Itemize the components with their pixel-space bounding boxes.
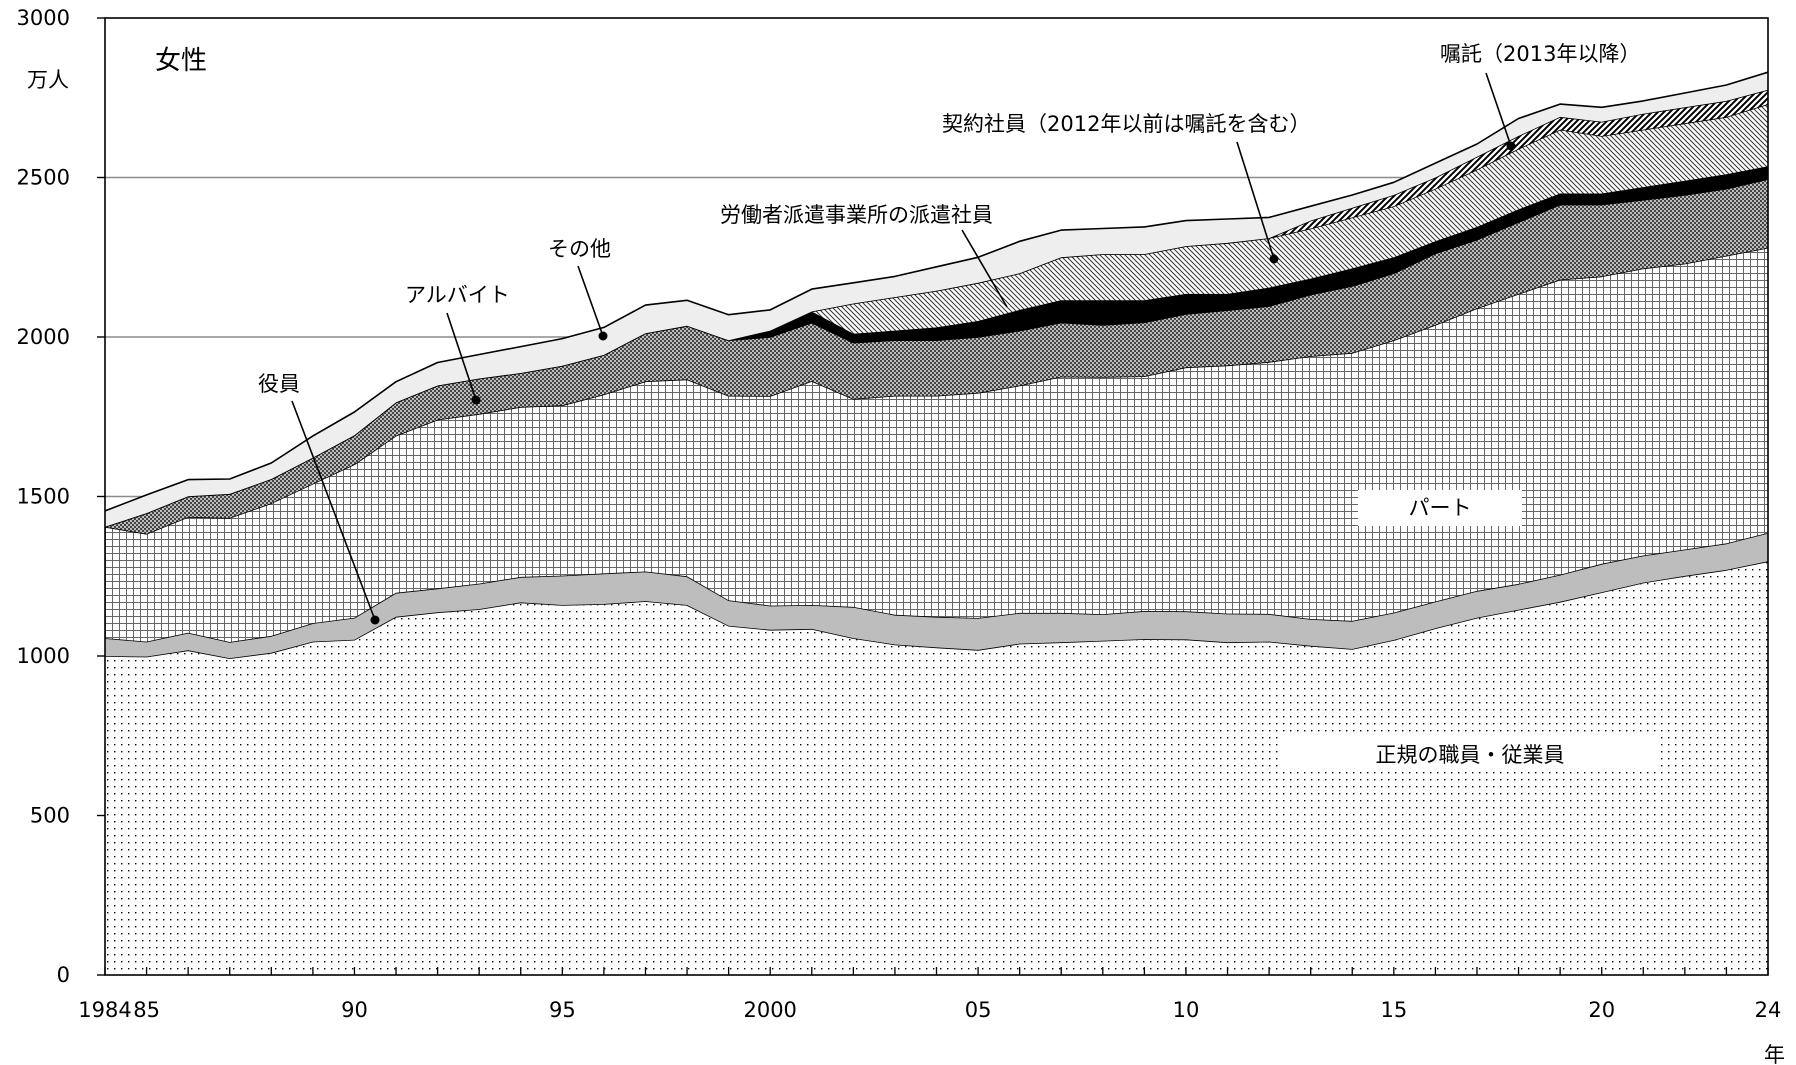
y-tick-label: 0 [57,963,70,987]
area-boundary-7 [104,71,1769,512]
label-yaku: 役員 [258,372,300,396]
part-label-box [1358,490,1522,526]
leader-keiyaku [1236,141,1275,260]
area-series-2 [105,247,1768,642]
area-layers [104,71,1769,975]
leader-haken [961,229,1008,308]
x-tick-label: 2000 [743,998,796,1022]
x-tick-label: 15 [1380,998,1407,1022]
x-tick-label: 1984 [78,998,131,1022]
marker-yaku [370,615,380,625]
label-shokutaku: 嘱託（2013年以降） [1440,42,1640,66]
leader-shokutaku [1485,72,1512,147]
x-tick-label: 24 [1755,998,1782,1022]
area-series-1 [105,532,1768,659]
marker-arubaito [471,395,481,405]
label-sonota: その他 [548,237,611,261]
leader-yaku [291,400,376,621]
label-seiki: 正規の職員・従業員 [1376,743,1565,767]
x-tick-label: 20 [1588,998,1615,1022]
marker-shokutaku [1506,141,1516,151]
label-keiyaku: 契約社員（2012年以前は嘱託を含む） [942,112,1310,136]
y-axis-unit: 万人 [27,68,69,92]
label-part: パート [1409,496,1472,520]
y-tick-label: 1500 [17,485,70,509]
y-tick-label: 1000 [17,644,70,668]
seiki-label-box [1282,736,1658,772]
y-tick-label: 500 [30,804,70,828]
marker-keiyaku [1269,254,1279,264]
area-series-0 [105,561,1768,975]
area-series-7 [105,72,1768,527]
leader-sonota [577,265,604,337]
x-axis-unit: 年 [1764,1043,1785,1065]
y-tick-label: 2500 [17,166,70,190]
x-tick-label: 05 [965,998,992,1022]
x-tick-label: 90 [341,998,368,1022]
label-arubaito: アルバイト [405,283,510,307]
leader-arubaito [446,312,477,401]
area-series-5 [105,104,1768,527]
area-series-3 [105,179,1768,534]
x-tick-label: 10 [1173,998,1200,1022]
area-series-6 [105,89,1768,527]
y-tick-label: 3000 [17,6,70,30]
marker-sonota [598,331,608,341]
area-series-4 [105,166,1768,527]
axes: 0 500 1000 1500 2000 2500 3000 1984 85 90 95 2000 05… [17,6,1782,1022]
x-tick-label: 95 [549,998,576,1022]
annotations: パート 正規の職員・従業員 役員 アルバイト その他 労働者派遣事業所の派遣社員… [258,42,1658,772]
label-haken: 労働者派遣事業所の派遣社員 [720,203,993,227]
x-tick-label: 85 [133,998,160,1022]
y-tick-label: 2000 [17,325,70,349]
panel-label: 女性 [155,46,207,76]
